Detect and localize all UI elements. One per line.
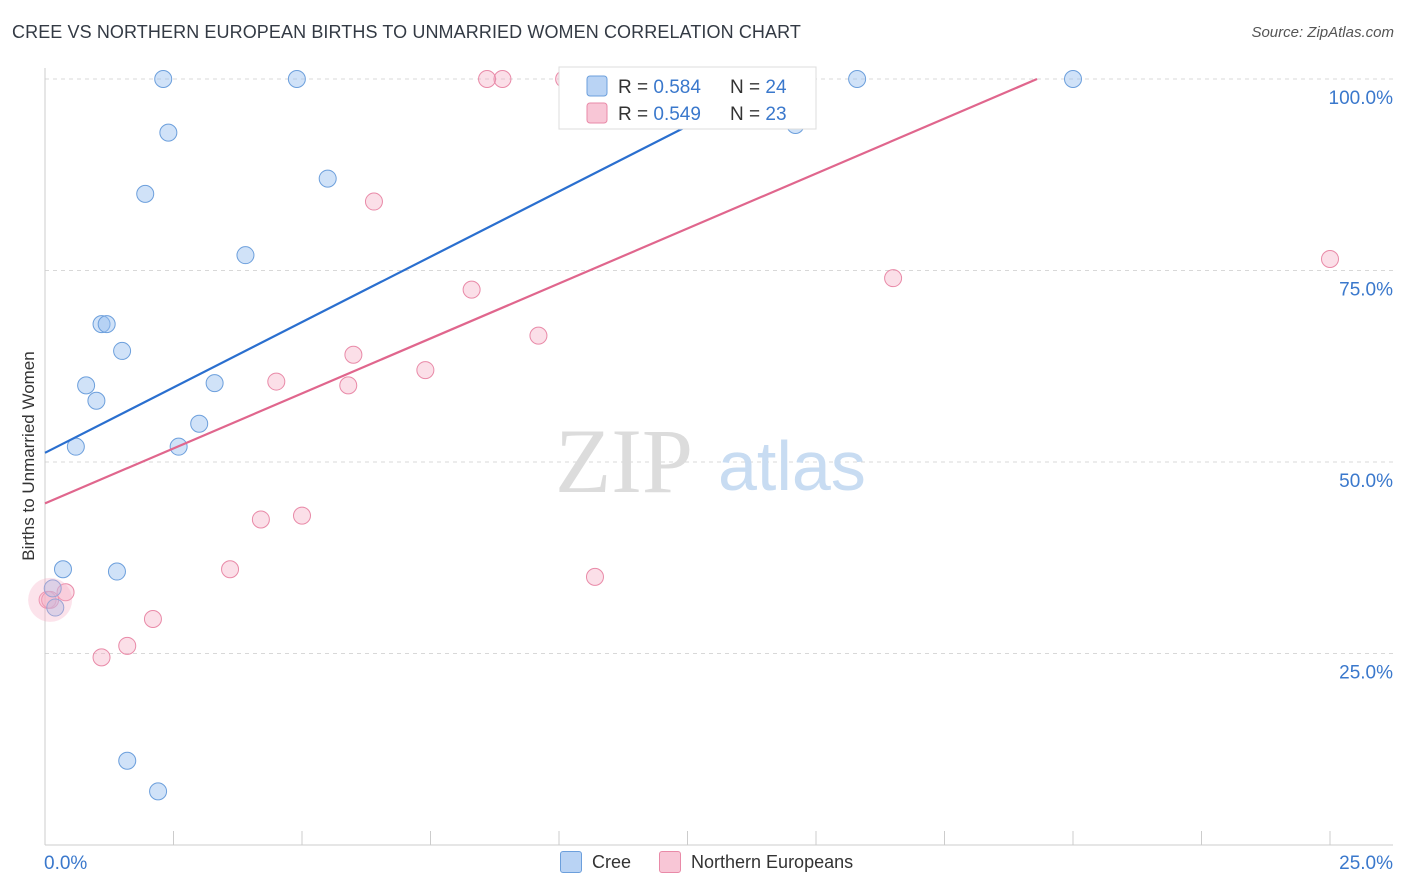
- legend-swatch-cree-bottom: [560, 851, 582, 873]
- y-tick-label: 75.0%: [1339, 280, 1393, 301]
- tick-labels: 100.0% 75.0% 50.0% 25.0% 0.0% 25.0%: [44, 88, 1393, 874]
- cree-point: [287, 70, 306, 88]
- svg-text:R = 0.584: R = 0.584: [618, 77, 701, 98]
- northern-point: [344, 345, 363, 364]
- data-points: [28, 70, 1339, 801]
- northern-point: [293, 506, 311, 525]
- northern-point: [416, 361, 435, 380]
- northern-point: [462, 280, 481, 299]
- northern-point: [585, 567, 604, 586]
- legend-swatch-cree: [586, 75, 608, 97]
- cree-point: [113, 341, 132, 360]
- cree-point: [87, 391, 106, 410]
- legend-n-label-1: N =: [730, 77, 765, 98]
- cree-point: [46, 598, 65, 617]
- northern-point: [478, 70, 497, 88]
- legend-n-value-2: 23: [765, 104, 786, 125]
- legend-r-value-1: 0.584: [653, 77, 701, 98]
- cree-point: [318, 169, 337, 188]
- northern-point: [118, 636, 137, 655]
- svg-text:R = 0.549: R = 0.549: [618, 104, 701, 125]
- legend-r-label-2: R =: [618, 104, 653, 125]
- northern-point: [143, 610, 162, 629]
- legend-label-cree: Cree: [592, 851, 632, 872]
- northern-point: [1321, 250, 1339, 269]
- legend-n-label-2: N =: [730, 104, 765, 125]
- cree-point: [43, 579, 62, 598]
- cree-point: [149, 782, 168, 801]
- cree-point: [205, 374, 224, 393]
- cree-point: [107, 562, 126, 581]
- legend-label-northern: Northern Europeans: [691, 851, 854, 872]
- legend-bottom: Cree Northern Europeans: [560, 851, 853, 873]
- y-tick-label: 25.0%: [1339, 663, 1393, 684]
- cree-point: [848, 70, 867, 88]
- watermark-atlas: atlas: [718, 427, 866, 505]
- y-tick-label: 50.0%: [1339, 471, 1393, 492]
- axes: [44, 68, 1393, 846]
- cree-point: [97, 315, 116, 334]
- watermark-zip: ZIP: [555, 410, 693, 512]
- northern-point: [92, 648, 111, 667]
- northern-trendline: [44, 77, 1038, 505]
- cree-point: [92, 315, 111, 334]
- cree-point: [190, 414, 209, 433]
- legend-item-cree[interactable]: Cree: [560, 851, 631, 873]
- legend-n-value-1: 24: [765, 77, 787, 98]
- chart-title: CREE VS NORTHERN EUROPEAN BIRTHS TO UNMA…: [12, 22, 801, 42]
- y-axis-label: Births to Unmarried Women: [19, 351, 38, 560]
- cree-point: [53, 560, 72, 579]
- northern-point: [884, 269, 903, 288]
- northern-point: [339, 376, 358, 395]
- northern-point: [529, 326, 548, 345]
- x-tick-label-min: 0.0%: [44, 853, 87, 874]
- grid-lines: [45, 78, 1393, 654]
- y-tick-label: 100.0%: [1329, 88, 1394, 109]
- northern-point: [221, 560, 240, 579]
- cree-point: [236, 246, 255, 265]
- legend-r-label-1: R =: [618, 77, 653, 98]
- svg-text:N = 24: N = 24: [730, 77, 787, 98]
- northern-point: [493, 70, 512, 88]
- trend-lines: [44, 77, 1038, 505]
- x-tick-label-max: 25.0%: [1339, 853, 1393, 874]
- source-label: Source: ZipAtlas.com: [1251, 24, 1394, 41]
- cree-point: [159, 123, 178, 142]
- legend-swatch-northern-bottom: [659, 851, 682, 873]
- cree-point: [136, 184, 155, 203]
- cree-trendline: [44, 78, 781, 454]
- northern-point: [267, 372, 286, 391]
- cree-point: [154, 70, 173, 88]
- northern-point: [364, 192, 383, 211]
- cree-point: [77, 376, 96, 395]
- legend-r-value-2: 0.549: [653, 104, 701, 125]
- legend-swatch-northern: [586, 102, 608, 124]
- legend-top: R = 0.584 N = 24 R = 0.549 N = 23: [558, 66, 817, 130]
- northern-point-large: [28, 577, 73, 622]
- legend-item-northern[interactable]: Northern Europeans: [659, 851, 853, 873]
- cree-point: [118, 751, 137, 770]
- svg-text:N = 23: N = 23: [730, 104, 787, 125]
- cree-point: [1064, 70, 1082, 88]
- northern-point: [251, 510, 270, 529]
